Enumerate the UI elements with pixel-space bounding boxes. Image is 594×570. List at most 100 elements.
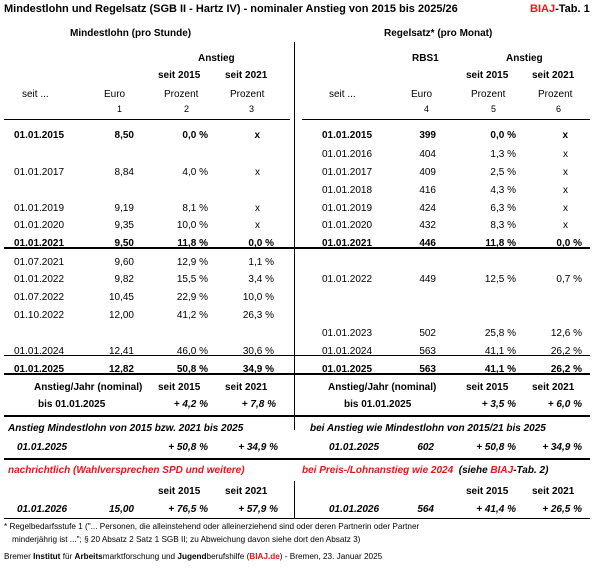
- left-row-pct2015-cell: 41,2 %: [176, 310, 208, 321]
- right-euro-header: Euro: [411, 89, 433, 100]
- left-row-euro-cell: 9,60: [114, 257, 134, 268]
- right-row-euro-cell: 449: [419, 274, 436, 285]
- left-row-pct2015-cell: 46,0 %: [176, 346, 208, 357]
- table-tag: BIAJ-Tab. 1: [530, 3, 590, 15]
- rule-annual: [4, 415, 590, 417]
- tab-number: -Tab. 1: [555, 3, 590, 15]
- left-row-pct2021-cell: x: [254, 130, 260, 141]
- rule-2021: [4, 247, 590, 249]
- left-section-title: Mindestlohn (pro Stunde): [70, 28, 192, 39]
- rule-scenario: [4, 458, 590, 460]
- footnote-line2: minderjährig ist ..."; § 20 Absatz 2 Sat…: [12, 535, 361, 544]
- right-row-euro-cell: 502: [419, 328, 436, 339]
- right-row-date-cell: 01.01.2020: [322, 220, 373, 231]
- right-row-pct2015-cell: 41,1 %: [484, 364, 516, 375]
- right-row-pct2015-cell: 2,5 %: [490, 167, 516, 178]
- left-anstieg-header: Anstieg: [198, 53, 235, 64]
- biaj-tag: BIAJ: [530, 3, 556, 15]
- left-row-euro-cell: 12,00: [108, 310, 134, 321]
- right-row-date-cell: 01.01.2022: [322, 274, 373, 285]
- right-row-pct2015-cell: 12,5 %: [484, 274, 516, 285]
- right-row-date-cell: 01.01.2015: [322, 130, 373, 141]
- right-row-euro-cell: 432: [419, 220, 436, 231]
- left-euro-header: Euro: [104, 89, 126, 100]
- left-row-euro-cell: 9,35: [114, 220, 134, 231]
- right-row-pct2021-cell: 0,7 %: [556, 274, 582, 285]
- scenario-left-v15: + 50,8 %: [168, 442, 208, 453]
- right-row-pct2021-cell: x: [562, 130, 568, 141]
- biaj-link[interactable]: BIAJ.de: [249, 552, 280, 561]
- right-row-euro-cell: 409: [419, 167, 436, 178]
- right-rbs1-header: RBS1: [412, 53, 439, 64]
- right-row-pct2021-cell: x: [563, 203, 568, 214]
- promise-right-seit2015: seit 2015: [466, 486, 509, 497]
- left-header-rule: [4, 119, 290, 120]
- left-row-date-cell: 01.01.2022: [14, 274, 65, 285]
- left-row-pct2021-cell: 3,4 %: [248, 274, 274, 285]
- left-row-euro-cell: 8,50: [114, 130, 134, 141]
- right-row-euro-cell: 446: [419, 238, 436, 249]
- left-row-pct2021-cell: 26,3 %: [242, 310, 274, 321]
- left-row-euro-cell: 10,45: [108, 292, 134, 303]
- annual-left-seit2021: seit 2021: [225, 382, 268, 393]
- left-row-pct2015-cell: 4,0 %: [182, 167, 208, 178]
- right-seit2021-header: seit 2021: [532, 70, 575, 81]
- right-row-date-cell: 01.01.2024: [322, 346, 373, 357]
- right-row-date-cell: 01.01.2023: [322, 328, 373, 339]
- right-row-pct2015-cell: 0,0 %: [490, 130, 516, 141]
- promise-left-euro: 15,00: [108, 504, 134, 515]
- annual-left-v21: + 7,8 %: [241, 399, 276, 410]
- scenario-right-v21: + 34,9 %: [542, 442, 582, 453]
- promise-right-seit2021: seit 2021: [532, 486, 575, 497]
- annual-left-seit2015: seit 2015: [158, 382, 201, 393]
- promise-left-seit2015: seit 2015: [158, 486, 201, 497]
- right-row-pct2015-cell: 8,3 %: [490, 220, 516, 231]
- column-number-5: 5: [491, 104, 497, 114]
- right-row-pct2021-cell: 12,6 %: [550, 328, 582, 339]
- left-seit2015-header: seit 2015: [158, 70, 201, 81]
- left-row-pct2015-cell: 22,9 %: [176, 292, 208, 303]
- annual-left-label2: bis 01.01.2025: [38, 399, 106, 410]
- promise-left-v21: + 57,9 %: [238, 504, 278, 515]
- column-number-2: 2: [184, 104, 190, 114]
- promise-left-heading: nachrichtlich (Wahlversprechen SPD und w…: [8, 465, 245, 476]
- promise-divider: [294, 481, 295, 519]
- right-row-pct2015-cell: 4,3 %: [490, 185, 516, 196]
- right-seit-header: seit ...: [329, 89, 356, 100]
- left-seit2021-header: seit 2021: [225, 70, 268, 81]
- left-row-pct2021-cell: 34,9 %: [242, 364, 274, 375]
- column-divider: [294, 42, 295, 430]
- scenario-left-date: 01.01.2025: [17, 442, 68, 453]
- promise-right-v21: + 26,5 %: [542, 504, 582, 515]
- left-row-date-cell: 01.01.2019: [14, 203, 65, 214]
- left-seit-header: seit ...: [22, 89, 49, 100]
- left-row-euro-cell: 9,19: [114, 203, 134, 214]
- rule-2024: [4, 355, 590, 356]
- left-row-pct2021-cell: x: [255, 167, 260, 178]
- left-row-pct2021-cell: x: [255, 220, 260, 231]
- left-row-date-cell: 01.07.2022: [14, 292, 65, 303]
- right-row-euro-cell: 563: [419, 346, 436, 357]
- right-row-date-cell: 01.01.2021: [322, 238, 373, 249]
- scenario-right-date: 01.01.2025: [329, 442, 380, 453]
- left-row-date-cell: 01.01.2017: [14, 167, 65, 178]
- right-row-pct2021-cell: x: [563, 167, 568, 178]
- right-row-pct2015-cell: 25,8 %: [484, 328, 516, 339]
- column-number-1: 1: [117, 104, 123, 114]
- footnote-line1: * Regelbedarfsstufe 1 ("... Personen, di…: [4, 522, 420, 531]
- left-row-date-cell: 01.10.2022: [14, 310, 65, 321]
- right-row-euro-cell: 399: [419, 130, 436, 141]
- right-row-pct2015-cell: 11,8 %: [485, 238, 516, 249]
- left-row-date-cell: 01.01.2021: [14, 238, 65, 249]
- left-row-pct2021-cell: 1,1 %: [248, 257, 274, 268]
- column-number-3: 3: [249, 104, 255, 114]
- right-row-pct2021-cell: 26,2 %: [550, 346, 582, 357]
- right-row-euro-cell: 563: [419, 364, 436, 375]
- right-row-euro-cell: 416: [419, 185, 436, 196]
- left-row-pct2021-cell: 30,6 %: [242, 346, 274, 357]
- promise-left-date: 01.01.2026: [17, 504, 68, 515]
- left-row-euro-cell: 12,41: [108, 346, 134, 357]
- scenario-right-heading: bei Anstieg wie Mindestlohn von 2015/21 …: [310, 423, 546, 434]
- promise-right-euro: 564: [417, 504, 434, 515]
